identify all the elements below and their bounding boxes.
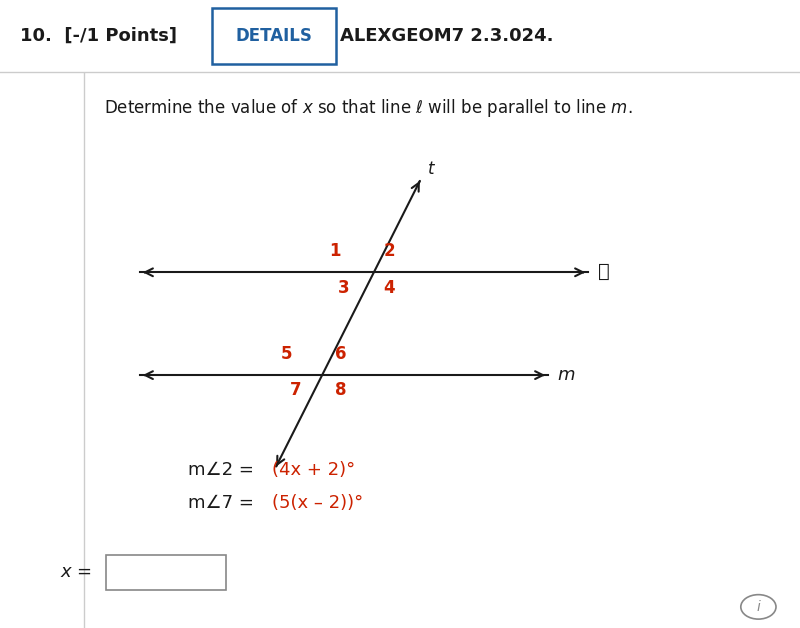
Text: (5(x – 2))°: (5(x – 2))° (272, 494, 363, 512)
Text: 1: 1 (329, 242, 341, 260)
Text: 6: 6 (335, 345, 346, 363)
Text: Determine the value of $x$ so that line $\ell$ will be parallel to line $m$.: Determine the value of $x$ so that line … (104, 97, 633, 119)
Text: ℓ: ℓ (598, 263, 610, 281)
Text: m∠2 =: m∠2 = (188, 460, 260, 479)
Text: m: m (558, 366, 575, 384)
Text: $x$ =: $x$ = (60, 563, 92, 582)
Text: 8: 8 (335, 381, 346, 399)
Text: 10.  [-/1 Points]: 10. [-/1 Points] (20, 27, 177, 45)
Text: m∠7 =: m∠7 = (188, 494, 260, 512)
FancyBboxPatch shape (106, 555, 226, 590)
Text: 4: 4 (383, 279, 395, 296)
Text: (4x + 2)°: (4x + 2)° (272, 460, 355, 479)
Text: 2: 2 (383, 242, 395, 260)
Text: i: i (757, 600, 760, 614)
Text: DETAILS: DETAILS (235, 27, 313, 45)
Text: ALEXGEOM7 2.3.024.: ALEXGEOM7 2.3.024. (340, 27, 554, 45)
Text: 3: 3 (338, 279, 350, 296)
Text: 5: 5 (281, 345, 293, 363)
Text: 7: 7 (290, 381, 302, 399)
FancyBboxPatch shape (212, 8, 336, 64)
Text: t: t (428, 160, 434, 178)
